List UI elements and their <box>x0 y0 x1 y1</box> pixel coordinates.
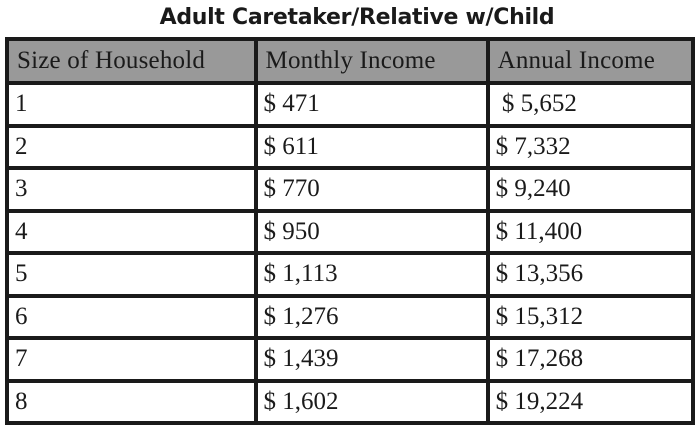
monthly-income-cell: $ 1,276 <box>257 297 486 336</box>
column-header-monthly: Monthly Income <box>257 41 486 81</box>
column-header-size: Size of Household <box>9 41 254 81</box>
annual-income-cell: $ 5,652 <box>489 85 691 124</box>
household-size-cell: 2 <box>9 127 254 166</box>
monthly-income-cell: $ 1,113 <box>257 255 486 294</box>
table-row: 8 $ 1,602 $ 19,224 <box>9 382 691 421</box>
household-size-cell: 3 <box>9 170 254 209</box>
table-row: 6 $ 1,276 $ 15,312 <box>9 297 691 336</box>
table-row: 3 $ 770 $ 9,240 <box>9 170 691 209</box>
table-title: Adult Caretaker/Relative w/Child <box>159 5 555 30</box>
monthly-income-cell: $ 471 <box>257 85 486 124</box>
income-table: Size of Household Monthly Income Annual … <box>5 37 695 425</box>
annual-income-cell: $ 11,400 <box>489 212 691 251</box>
table-row: 2 $ 611 $ 7,332 <box>9 127 691 166</box>
annual-income-cell: $ 13,356 <box>489 255 691 294</box>
household-size-cell: 6 <box>9 297 254 336</box>
monthly-income-cell: $ 1,602 <box>257 382 486 421</box>
annual-income-cell: $ 7,332 <box>489 127 691 166</box>
annual-income-cell: $ 19,224 <box>489 382 691 421</box>
monthly-income-cell: $ 950 <box>257 212 486 251</box>
table-row: 4 $ 950 $ 11,400 <box>9 212 691 251</box>
monthly-income-cell: $ 770 <box>257 170 486 209</box>
income-table-frame: Size of Household Monthly Income Annual … <box>5 37 695 425</box>
column-header-annual: Annual Income <box>489 41 691 81</box>
annual-income-cell: $ 9,240 <box>489 170 691 209</box>
household-size-cell: 5 <box>9 255 254 294</box>
monthly-income-cell: $ 611 <box>257 127 486 166</box>
household-size-cell: 4 <box>9 212 254 251</box>
table-row: 5 $ 1,113 $ 13,356 <box>9 255 691 294</box>
header-row: Size of Household Monthly Income Annual … <box>9 41 691 81</box>
annual-income-cell: $ 15,312 <box>489 297 691 336</box>
household-size-cell: 7 <box>9 340 254 379</box>
table-row: 7 $ 1,439 $ 17,268 <box>9 340 691 379</box>
household-size-cell: 1 <box>9 85 254 124</box>
monthly-income-cell: $ 1,439 <box>257 340 486 379</box>
household-size-cell: 8 <box>9 382 254 421</box>
table-row: 1 $ 471 $ 5,652 <box>9 85 691 124</box>
annual-income-cell: $ 17,268 <box>489 340 691 379</box>
